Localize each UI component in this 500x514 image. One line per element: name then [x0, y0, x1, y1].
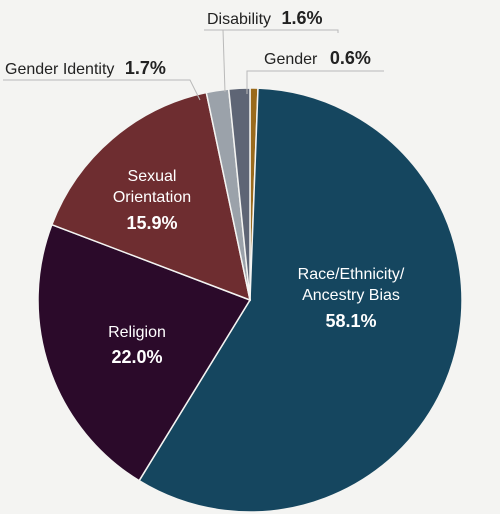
label-gender-identity-value: 1.7%: [125, 58, 166, 78]
leader-line-gender: [246, 70, 384, 94]
label-race-ethnicity-value: 58.1%: [325, 311, 376, 331]
leader-line-disability-drop: [222, 29, 226, 93]
label-gender: Gender 0.6%: [264, 48, 371, 68]
label-sexual-orientation-value: 15.9%: [126, 213, 177, 233]
pie-slices: [37, 87, 463, 513]
pie-slice-sexual-orientation: [50, 91, 252, 302]
label-disability: Disability 1.6%: [207, 8, 323, 28]
label-gender-name: Gender: [264, 51, 318, 68]
label-gender-value: 0.6%: [330, 48, 371, 68]
label-race-ethnicity-line2: Ancestry Bias: [302, 287, 400, 304]
leader-line-gender-identity: [3, 79, 201, 101]
label-disability-value: 1.6%: [281, 8, 322, 28]
label-disability-name: Disability: [207, 11, 271, 28]
pie-slice-religion: [37, 223, 252, 482]
label-gender-identity-name: Gender Identity: [5, 61, 114, 78]
label-religion: Religion: [108, 324, 166, 341]
label-gender-identity: Gender Identity 1.7%: [5, 58, 166, 78]
pie-slice-race-ethnicity-ancestry-bias: [138, 87, 463, 513]
pie-slice-disability: [227, 87, 251, 301]
label-race-ethnicity-line1: Race/Ethnicity/: [298, 266, 405, 283]
label-sexual-orientation-line1: Sexual: [128, 168, 177, 185]
label-religion-value: 22.0%: [111, 347, 162, 367]
leader-lines: [3, 29, 384, 101]
leader-line-disability: [204, 29, 339, 33]
label-sexual-orientation-line2: Orientation: [113, 189, 191, 206]
